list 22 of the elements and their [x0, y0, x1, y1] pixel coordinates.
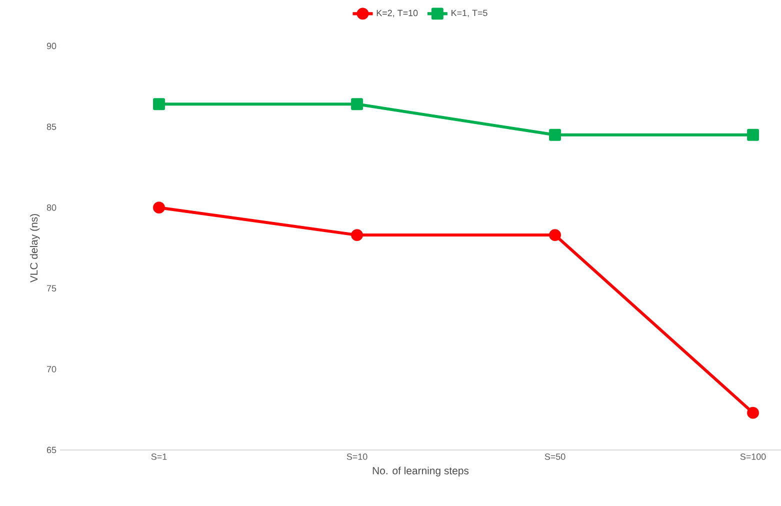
legend-label: K=1, T=5 — [452, 10, 488, 18]
point — [747, 406, 759, 419]
legend-label: K=2, T=10 — [376, 10, 418, 18]
y-axis-title: VLC delay (ns) — [30, 214, 40, 283]
point — [549, 128, 561, 141]
y-tick-label: 80 — [46, 204, 56, 211]
point — [351, 229, 363, 242]
point — [351, 98, 363, 110]
x-tick-label: S=1 — [151, 454, 167, 460]
y-tick-label: 70 — [46, 366, 56, 372]
point — [747, 128, 759, 141]
x-tick-label: S=10 — [346, 454, 368, 460]
y-tick-label: 85 — [46, 124, 56, 130]
y-tick-label: 65 — [46, 446, 56, 454]
point — [549, 229, 561, 242]
point — [153, 202, 165, 214]
y-tick-label: 90 — [46, 42, 56, 50]
x-tick-label: S=50 — [544, 454, 566, 460]
point — [153, 98, 165, 110]
x-axis-title: No. of learning steps — [372, 466, 469, 476]
x-tick-label: S=100 — [740, 454, 766, 460]
y-tick-label: 75 — [46, 285, 56, 292]
